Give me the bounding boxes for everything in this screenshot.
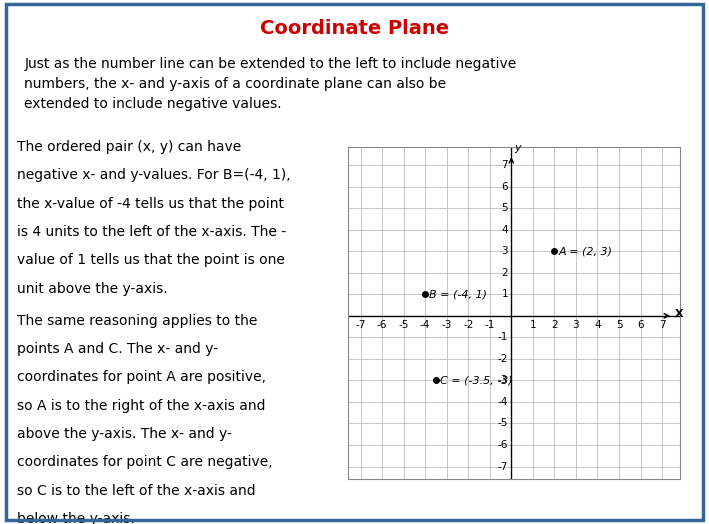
Text: -4: -4 <box>420 320 430 330</box>
Text: -5: -5 <box>498 419 508 429</box>
Text: the x-value of -4 tells us that the point: the x-value of -4 tells us that the poin… <box>17 196 284 211</box>
Text: 3: 3 <box>501 246 508 256</box>
Text: 6: 6 <box>501 181 508 192</box>
Text: -4: -4 <box>498 397 508 407</box>
Text: 5: 5 <box>615 320 623 330</box>
Text: B = (-4, 1): B = (-4, 1) <box>430 289 488 299</box>
Text: value of 1 tells us that the point is one: value of 1 tells us that the point is on… <box>17 253 285 267</box>
Text: 7: 7 <box>501 160 508 170</box>
Text: coordinates for point A are positive,: coordinates for point A are positive, <box>17 370 267 384</box>
Text: negative x- and y-values. For B=(-4, 1),: negative x- and y-values. For B=(-4, 1), <box>17 168 291 182</box>
Text: -7: -7 <box>355 320 366 330</box>
Text: 4: 4 <box>594 320 601 330</box>
Text: -3: -3 <box>498 375 508 385</box>
Text: The ordered pair (x, y) can have: The ordered pair (x, y) can have <box>17 140 242 154</box>
Text: coordinates for point C are negative,: coordinates for point C are negative, <box>17 455 273 470</box>
Text: 4: 4 <box>501 225 508 235</box>
Text: -1: -1 <box>485 320 495 330</box>
Text: 3: 3 <box>573 320 579 330</box>
Text: above the y-axis. The x- and y-: above the y-axis. The x- and y- <box>17 427 233 441</box>
Text: unit above the y-axis.: unit above the y-axis. <box>17 281 168 296</box>
Text: 6: 6 <box>637 320 644 330</box>
Text: -1: -1 <box>498 332 508 342</box>
Text: is 4 units to the left of the x-axis. The -: is 4 units to the left of the x-axis. Th… <box>17 225 286 239</box>
Text: points A and C. The x- and y-: points A and C. The x- and y- <box>17 342 218 356</box>
Text: -2: -2 <box>498 354 508 364</box>
Text: 2: 2 <box>501 268 508 278</box>
Text: 2: 2 <box>551 320 558 330</box>
Text: -6: -6 <box>377 320 387 330</box>
Text: Coordinate Plane: Coordinate Plane <box>260 19 449 38</box>
Text: The same reasoning applies to the: The same reasoning applies to the <box>17 314 258 328</box>
Text: so A is to the right of the x-axis and: so A is to the right of the x-axis and <box>17 399 266 412</box>
Text: so C is to the left of the x-axis and: so C is to the left of the x-axis and <box>17 484 256 498</box>
Text: -6: -6 <box>498 440 508 450</box>
Text: 1: 1 <box>501 289 508 299</box>
Text: C = (-3.5, -3): C = (-3.5, -3) <box>440 375 513 385</box>
Text: 1: 1 <box>530 320 536 330</box>
Text: A = (2, 3): A = (2, 3) <box>559 246 613 256</box>
Text: 5: 5 <box>501 203 508 213</box>
Text: below the y-axis.: below the y-axis. <box>17 512 135 524</box>
Text: 7: 7 <box>659 320 666 330</box>
Text: Just as the number line can be extended to the left to include negative
numbers,: Just as the number line can be extended … <box>24 57 517 111</box>
Text: -7: -7 <box>498 462 508 472</box>
Text: -2: -2 <box>463 320 474 330</box>
Text: y: y <box>515 143 521 153</box>
Text: X: X <box>675 309 683 319</box>
Text: -3: -3 <box>442 320 452 330</box>
Text: -5: -5 <box>398 320 409 330</box>
